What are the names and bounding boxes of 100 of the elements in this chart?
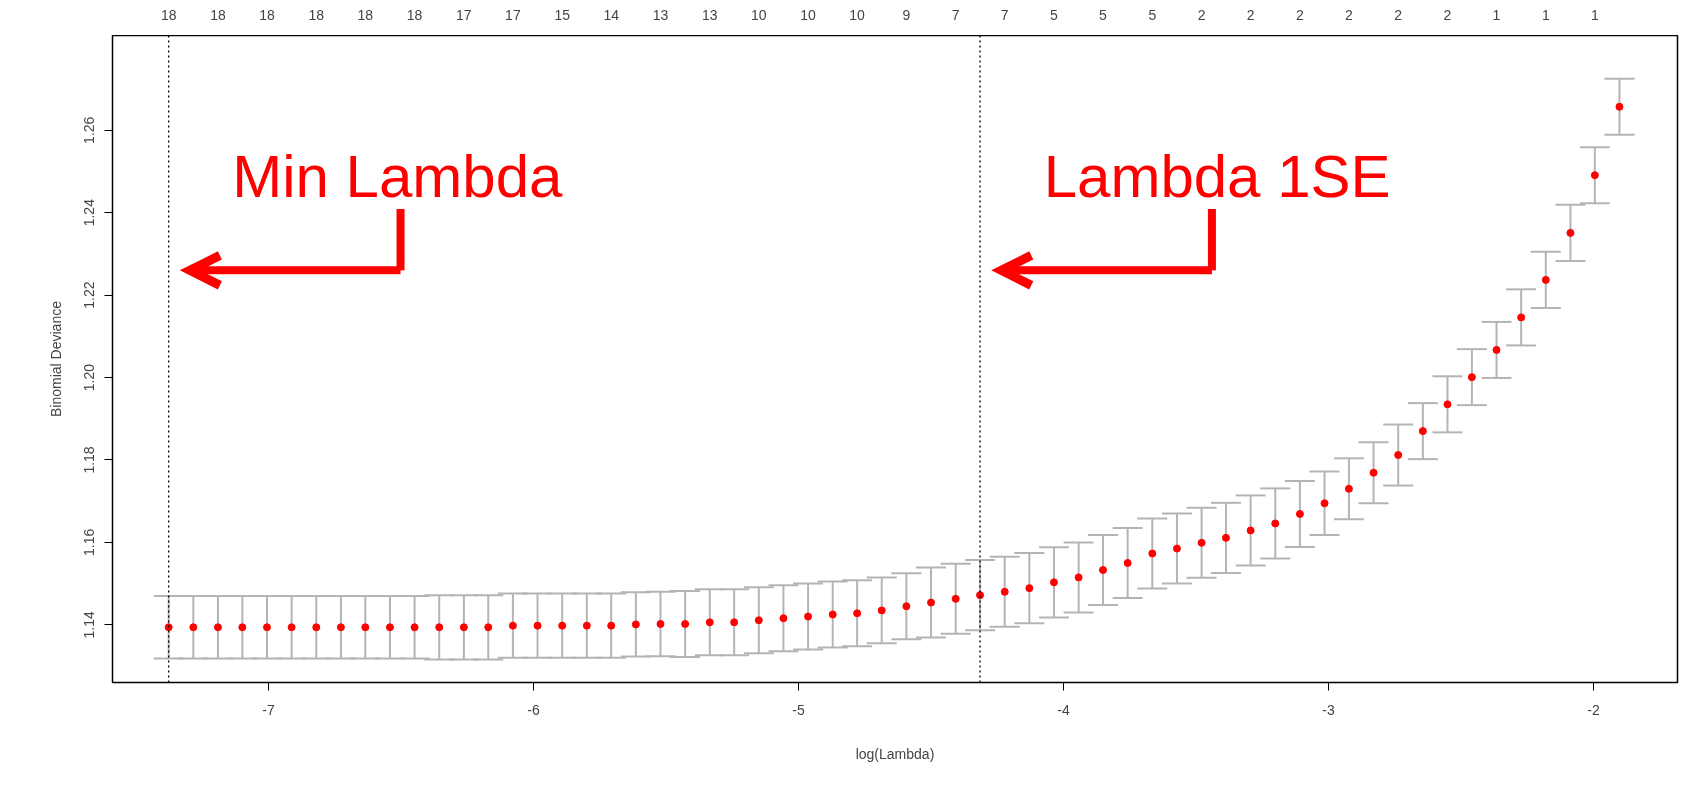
point [1369, 468, 1378, 477]
y-tick-label: 1.16 [81, 528, 98, 557]
point [754, 616, 763, 625]
point [1271, 519, 1280, 528]
point [361, 623, 370, 632]
text: 15 [554, 6, 571, 23]
y-axis-title: Binomial Deviance [47, 300, 64, 417]
point [779, 614, 788, 623]
point [287, 623, 296, 632]
point [902, 602, 911, 611]
point [435, 623, 444, 632]
point [681, 619, 690, 628]
y-tick-label: 1.14 [81, 610, 98, 639]
point [508, 621, 517, 630]
point [213, 623, 222, 632]
point [1566, 228, 1575, 237]
point [238, 623, 247, 632]
point [877, 606, 886, 615]
point [1123, 559, 1132, 567]
point [1615, 102, 1624, 111]
text: 13 [701, 6, 718, 23]
point [1197, 538, 1206, 547]
x-tick-label: -5 [792, 701, 805, 718]
text: 7 [951, 6, 960, 23]
text: 14 [603, 6, 620, 23]
text: 10 [751, 6, 767, 23]
y-tick-label: 1.22 [81, 281, 98, 309]
point [853, 609, 862, 618]
point [804, 612, 813, 621]
point [336, 623, 345, 632]
ref-line-label: Lambda 1SE [1043, 143, 1391, 211]
x-tick-label: -3 [1322, 701, 1335, 718]
point [1517, 313, 1526, 322]
point [730, 618, 739, 627]
point [705, 618, 714, 627]
point [558, 621, 567, 630]
point [262, 623, 271, 632]
text: 5 [1050, 6, 1059, 23]
y-tick-label: 1.24 [81, 198, 98, 227]
point [582, 621, 591, 630]
point [385, 623, 394, 632]
text: 18 [357, 6, 374, 23]
point [1394, 451, 1403, 460]
text: 13 [652, 6, 669, 23]
point [459, 623, 468, 632]
text: 7 [1000, 6, 1009, 23]
point [828, 610, 837, 619]
point [1590, 171, 1599, 180]
point [1172, 544, 1181, 553]
text: 2 [1443, 6, 1452, 23]
point [631, 620, 640, 629]
text: 9 [902, 6, 911, 23]
point [656, 619, 665, 628]
text: 17 [505, 6, 521, 23]
text: 18 [259, 6, 275, 23]
text: 18 [160, 6, 177, 23]
point [951, 594, 960, 603]
point [1418, 427, 1427, 436]
point [1246, 526, 1255, 535]
y-tick-label: 1.26 [81, 116, 98, 144]
point [484, 623, 493, 632]
point [1443, 400, 1452, 409]
text: 1 [1590, 6, 1599, 23]
x-tick-label: -2 [1587, 701, 1600, 718]
x-axis-title: log(Lambda) [855, 745, 935, 762]
point [533, 621, 542, 630]
text: 10 [800, 6, 817, 23]
text: 10 [849, 6, 866, 23]
point [1492, 345, 1501, 354]
point [312, 623, 321, 632]
point [1049, 578, 1058, 587]
x-tick-label: -4 [1057, 701, 1070, 718]
point [1000, 587, 1009, 596]
text: 2 [1296, 6, 1304, 23]
point [1221, 533, 1230, 542]
point [189, 623, 198, 632]
point [1541, 275, 1550, 284]
text: 5 [1099, 6, 1108, 23]
text: 2 [1197, 6, 1206, 23]
point [1099, 566, 1108, 574]
point [1320, 499, 1329, 508]
ref-line-label: Min Lambda [232, 143, 564, 211]
point [410, 623, 419, 632]
point [1025, 584, 1034, 593]
text: 1 [1541, 6, 1550, 23]
text: 1 [1492, 6, 1501, 23]
text: 2 [1345, 6, 1354, 23]
text: 18 [406, 6, 423, 23]
text: 2 [1246, 6, 1255, 23]
point [1295, 509, 1304, 518]
text: 5 [1148, 6, 1157, 23]
text: 18 [308, 6, 325, 23]
x-tick-label: -7 [262, 701, 276, 718]
y-tick-label: 1.18 [81, 446, 98, 474]
text: 18 [210, 6, 226, 23]
point [1467, 373, 1476, 382]
y-tick-label: 1.20 [81, 363, 98, 392]
point [1344, 484, 1353, 493]
point [164, 623, 173, 632]
point [607, 621, 616, 630]
